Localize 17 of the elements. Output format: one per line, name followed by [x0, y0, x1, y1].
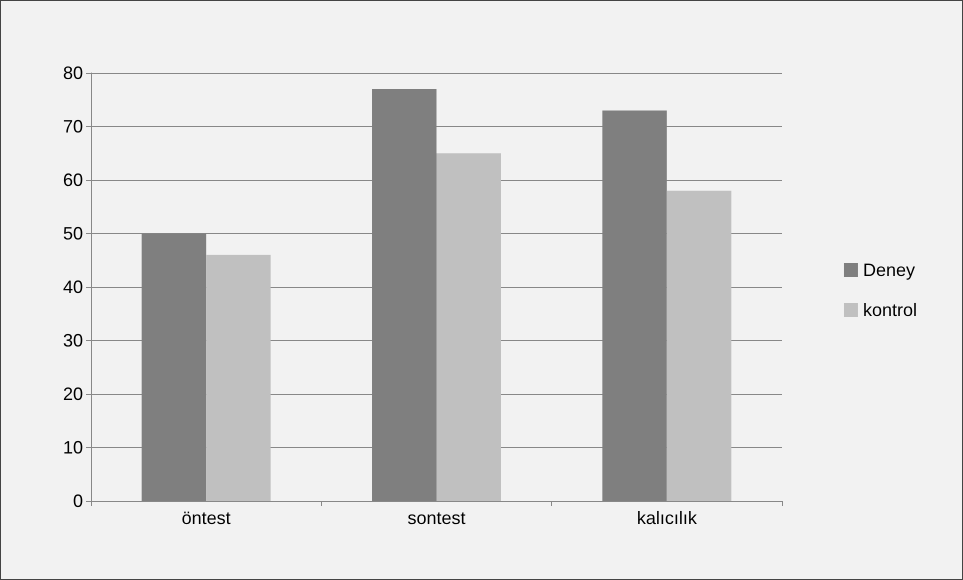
- y-tick-label: 60: [62, 170, 83, 190]
- bar: [436, 153, 501, 501]
- legend-label: kontrol: [862, 300, 918, 320]
- x-tick-label: öntest: [182, 508, 231, 528]
- x-tick-label: sontest: [407, 508, 466, 528]
- y-tick-label: 20: [62, 384, 83, 404]
- y-tick-label: 80: [62, 63, 83, 83]
- y-tick-label: 40: [62, 277, 83, 297]
- bar: [206, 254, 271, 501]
- y-tick-label: 10: [62, 438, 83, 458]
- y-tick-label: 0: [72, 491, 83, 511]
- y-tick-label: 30: [62, 330, 83, 350]
- legend-label: Deney: [862, 260, 916, 280]
- y-tick-label: 70: [62, 116, 83, 136]
- x-tick-label: kalıcılık: [636, 508, 698, 528]
- bar: [666, 190, 732, 501]
- y-tick-label: 50: [62, 224, 83, 244]
